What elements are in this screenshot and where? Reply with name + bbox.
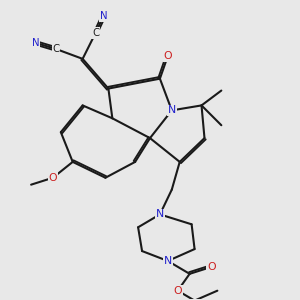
Text: N: N xyxy=(100,11,107,21)
Text: O: O xyxy=(207,262,216,272)
Text: N: N xyxy=(168,105,176,116)
Text: O: O xyxy=(49,173,57,183)
Text: N: N xyxy=(32,38,40,48)
Text: O: O xyxy=(173,286,182,296)
Text: N: N xyxy=(156,209,164,219)
Text: N: N xyxy=(164,256,172,266)
Text: O: O xyxy=(164,51,172,61)
Text: C: C xyxy=(92,28,99,38)
Text: C: C xyxy=(52,44,59,54)
